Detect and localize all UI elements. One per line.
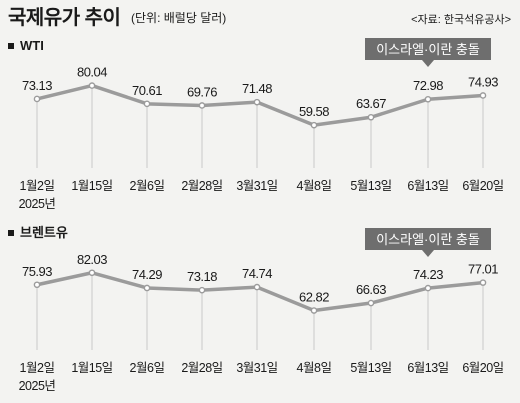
data-point [33, 95, 41, 103]
annotation-box [365, 228, 491, 250]
value-label: 71.48 [242, 81, 272, 96]
wti-panel: WTI 73.13 80.04 70.61 69.76 71.48 59.58 63.67 72… [8, 38, 504, 211]
data-point [198, 102, 206, 109]
annotation-text: 이스라엘·이란 충돌 [376, 232, 480, 247]
brent-panel: 브렌트유 75.93 82.03 74.29 73.18 74.74 62.82 66.63 7… [8, 225, 504, 393]
value-label: 70.61 [132, 83, 162, 98]
value-label: 63.67 [356, 96, 386, 111]
tick-label: 1월2일 [20, 361, 55, 375]
value-label: 74.29 [132, 267, 162, 282]
value-label: 59.58 [299, 104, 329, 119]
tick-label: 1월15일 [71, 179, 112, 193]
data-point [253, 98, 261, 106]
tick-label: 2월6일 [130, 361, 165, 375]
value-label: 74.93 [468, 74, 498, 89]
value-label: 72.98 [413, 78, 443, 93]
tick-label: 2월28일 [181, 361, 222, 375]
tick-label: 2월28일 [181, 179, 222, 193]
value-label: 77.01 [468, 262, 498, 277]
annotation-box [365, 38, 491, 60]
section-marker [8, 230, 14, 236]
data-point [424, 95, 432, 103]
value-label: 82.03 [77, 252, 107, 267]
data-point [198, 286, 206, 294]
data-point [253, 283, 261, 291]
data-point [88, 269, 96, 277]
year-label: 2025년 [19, 197, 56, 211]
data-point [479, 279, 487, 286]
data-point [88, 82, 96, 89]
chart-title: 국제유가 추이 [8, 6, 120, 29]
section-marker [8, 43, 14, 49]
tick-label: 1월2일 [20, 179, 55, 193]
value-label: 80.04 [77, 65, 107, 80]
source-label: <자료: 한국석유공사> [411, 13, 511, 26]
tick-label: 4월8일 [297, 179, 332, 193]
tick-label: 4월8일 [297, 361, 332, 375]
tick-label: 6월13일 [407, 179, 448, 193]
data-point [143, 100, 151, 108]
value-label: 73.18 [187, 269, 217, 284]
data-point [310, 307, 318, 314]
data-point [367, 299, 375, 307]
tick-label: 2월6일 [130, 179, 165, 193]
data-point [143, 284, 151, 292]
data-point [310, 121, 318, 129]
annotation-pointer [422, 250, 434, 257]
tick-label: 6월20일 [462, 179, 503, 193]
year-label: 2025년 [19, 379, 56, 393]
tick-label: 3월31일 [236, 361, 277, 375]
value-label: 62.82 [299, 290, 329, 305]
value-label: 73.13 [22, 78, 52, 93]
tick-label: 6월13일 [407, 361, 448, 375]
tick-label: 5월13일 [350, 361, 391, 375]
tick-label: 3월31일 [236, 179, 277, 193]
data-point [367, 113, 375, 121]
tick-label: 5월13일 [350, 179, 391, 193]
tick-label: 1월15일 [71, 361, 112, 375]
unit-label: (단위: 배럴당 달러) [131, 11, 226, 25]
tick-label: 6월20일 [462, 361, 503, 375]
data-point [424, 284, 432, 292]
section-title: 브렌트유 [20, 225, 68, 240]
annotation-pointer [422, 60, 434, 67]
value-label: 74.23 [413, 267, 443, 282]
data-point [33, 281, 41, 289]
data-point [479, 92, 487, 99]
value-label: 66.63 [356, 282, 386, 297]
annotation-text: 이스라엘·이란 충돌 [376, 42, 480, 57]
value-label: 69.76 [187, 84, 217, 99]
section-title: WTI [20, 38, 44, 53]
value-label: 74.74 [242, 266, 272, 281]
value-label: 75.93 [22, 264, 52, 279]
